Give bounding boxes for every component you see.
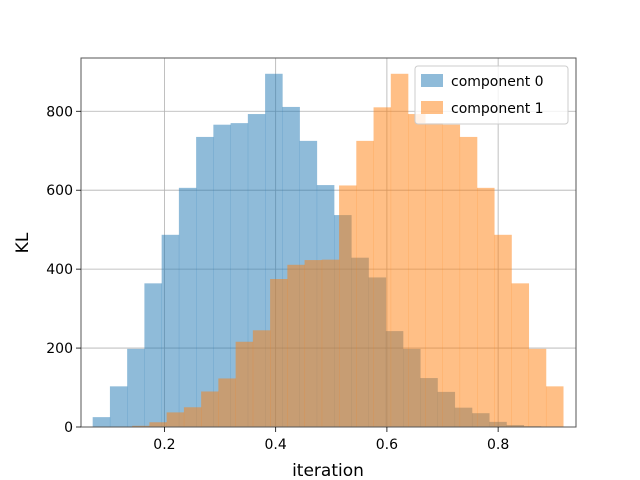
histogram-bar-series-1 [149, 422, 167, 427]
histogram-bars [92, 73, 564, 428]
x-tick-label: 0.2 [153, 437, 175, 453]
histogram-bar-series-1 [270, 279, 288, 427]
y-tick-label: 200 [46, 341, 73, 357]
x-axis-label: iteration [292, 461, 364, 480]
histogram-bar-series-1 [252, 330, 271, 427]
histogram-bar-series-0 [109, 386, 128, 427]
histogram-bar-series-0 [127, 348, 145, 427]
histogram-bar-series-1 [201, 391, 219, 427]
histogram-bar-series-1 [459, 136, 478, 427]
histogram-bar-series-1 [356, 140, 374, 427]
histogram-bar-series-1 [304, 260, 323, 427]
legend: component 0 component 1 [414, 65, 569, 125]
y-tick-label: 400 [46, 262, 73, 278]
histogram-bar-series-1 [235, 341, 254, 427]
histogram-bar-series-1 [545, 386, 564, 427]
histogram-bar-series-1 [511, 283, 530, 427]
legend-label-0: component 0 [451, 74, 544, 90]
histogram-bar-series-0 [144, 283, 162, 427]
histogram-bar-series-1 [287, 264, 305, 427]
y-tick-label: 600 [46, 183, 73, 199]
histogram-bar-series-1 [166, 412, 185, 427]
plot-area-frame [80, 57, 577, 428]
histogram-bar-series-1 [132, 425, 150, 427]
histogram-bar-series-1 [425, 123, 443, 427]
histogram-bar-series-0 [178, 187, 197, 427]
axis-ticks: 0.2 0.4 0.6 0.8 0 200 400 600 800 [46, 104, 509, 453]
histogram-bar-series-0 [92, 417, 111, 427]
histogram-bar-series-1 [390, 73, 409, 427]
histogram-bar-series-1 [442, 124, 461, 427]
y-axis-label: KL [13, 232, 33, 253]
histogram-bar-series-1 [494, 234, 512, 427]
histogram-bar-series-1 [477, 187, 495, 427]
histogram-bar-series-1 [408, 114, 426, 427]
histogram-bar-series-1 [218, 378, 236, 427]
histogram-bar-series-1 [528, 348, 547, 427]
histogram-bar-series-1 [321, 259, 340, 427]
y-tick-label: 800 [46, 104, 73, 120]
y-tick-label: 0 [64, 420, 73, 436]
histogram-bar-series-0 [196, 136, 214, 427]
histogram-bar-series-1 [183, 407, 202, 427]
legend-swatch-1 [421, 101, 443, 114]
x-tick-label: 0.4 [265, 437, 287, 453]
histogram-bar-series-1 [339, 185, 357, 427]
x-tick-label: 0.8 [487, 437, 509, 453]
legend-swatch-0 [421, 74, 443, 87]
legend-label-1: component 1 [451, 101, 544, 117]
x-tick-label: 0.6 [376, 437, 398, 453]
histogram-bar-series-0 [161, 234, 180, 427]
histogram-bar-series-0 [213, 124, 231, 427]
histogram-bar-series-1 [373, 107, 392, 428]
legend-box [414, 65, 569, 125]
